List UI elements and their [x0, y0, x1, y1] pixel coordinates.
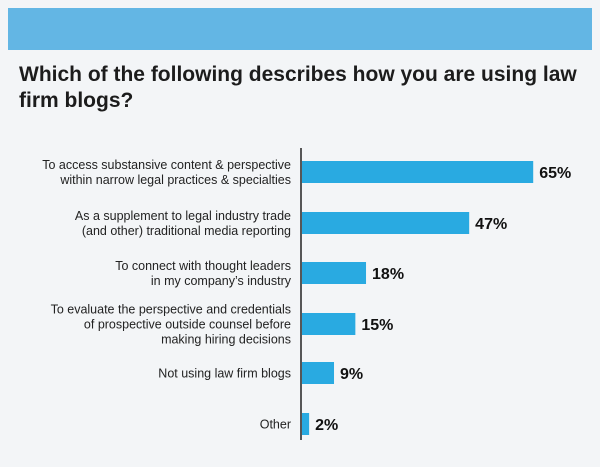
category-label: making hiring decisions	[161, 333, 291, 347]
bar	[302, 413, 310, 435]
category-label: within narrow legal practices & specialt…	[59, 173, 291, 187]
chart-title: Which of the following describes how you…	[19, 63, 577, 112]
category-label: Not using law firm blogs	[158, 367, 291, 381]
data-label: 15%	[361, 317, 393, 334]
category-label: To access substansive content & perspect…	[42, 158, 291, 172]
data-label: 65%	[539, 165, 571, 182]
category-label: (and other) traditional media reporting	[82, 224, 291, 238]
category-label: Other	[260, 418, 291, 432]
data-label: 18%	[372, 266, 404, 283]
data-label: 47%	[475, 216, 507, 233]
category-label: To evaluate the perspective and credenti…	[51, 303, 291, 317]
category-label: of prospective outside counsel before	[84, 318, 291, 332]
bar	[302, 161, 534, 183]
category-label: in my company’s industry	[151, 274, 292, 288]
bar	[302, 313, 356, 335]
top-banner	[8, 8, 592, 50]
bar	[302, 362, 335, 384]
category-label: As a supplement to legal industry trade	[75, 209, 291, 223]
data-label: 9%	[340, 366, 363, 383]
bar	[302, 212, 470, 234]
data-label: 2%	[315, 417, 338, 434]
bar	[302, 262, 367, 284]
category-label: To connect with thought leaders	[115, 259, 291, 273]
